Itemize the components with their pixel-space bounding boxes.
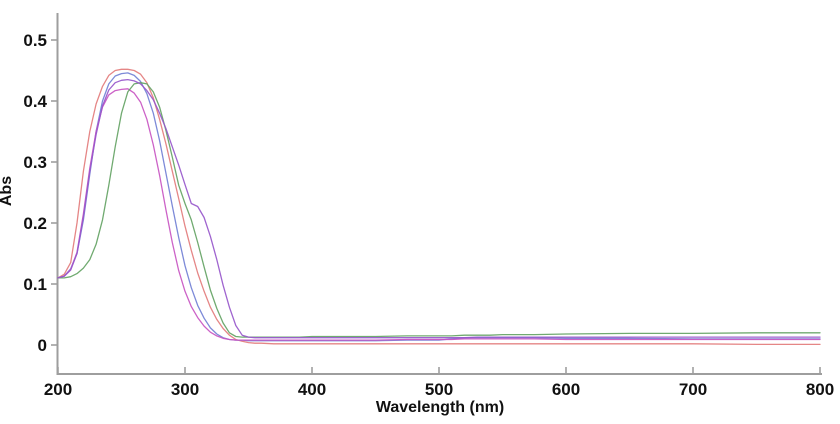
spectrum-red-line <box>57 68 821 346</box>
spectrum-magenta-line <box>57 88 821 341</box>
x-tick-label: 600 <box>552 380 580 399</box>
x-tick-label: 300 <box>171 380 199 399</box>
y-axis-title: Abs <box>0 175 15 207</box>
x-tick-label: 200 <box>44 380 72 399</box>
spectrum-purple-line <box>57 78 821 339</box>
y-tick-label: 0.3 <box>23 153 47 172</box>
x-tick-label: 800 <box>806 380 834 399</box>
y-tick-label: 0.4 <box>23 92 47 111</box>
x-tick-label: 700 <box>679 380 707 399</box>
spectrum-green-line <box>57 82 821 338</box>
x-tick-label: 500 <box>425 380 453 399</box>
x-tick-label: 400 <box>298 380 326 399</box>
y-tick-label: 0 <box>38 336 47 355</box>
spectrum-blue-line <box>57 72 821 342</box>
y-tick-label: 0.1 <box>23 275 47 294</box>
y-tick-label: 0.2 <box>23 214 47 233</box>
x-axis-title: Wavelength (nm) <box>375 399 505 416</box>
y-tick-label: 0.5 <box>23 31 47 50</box>
